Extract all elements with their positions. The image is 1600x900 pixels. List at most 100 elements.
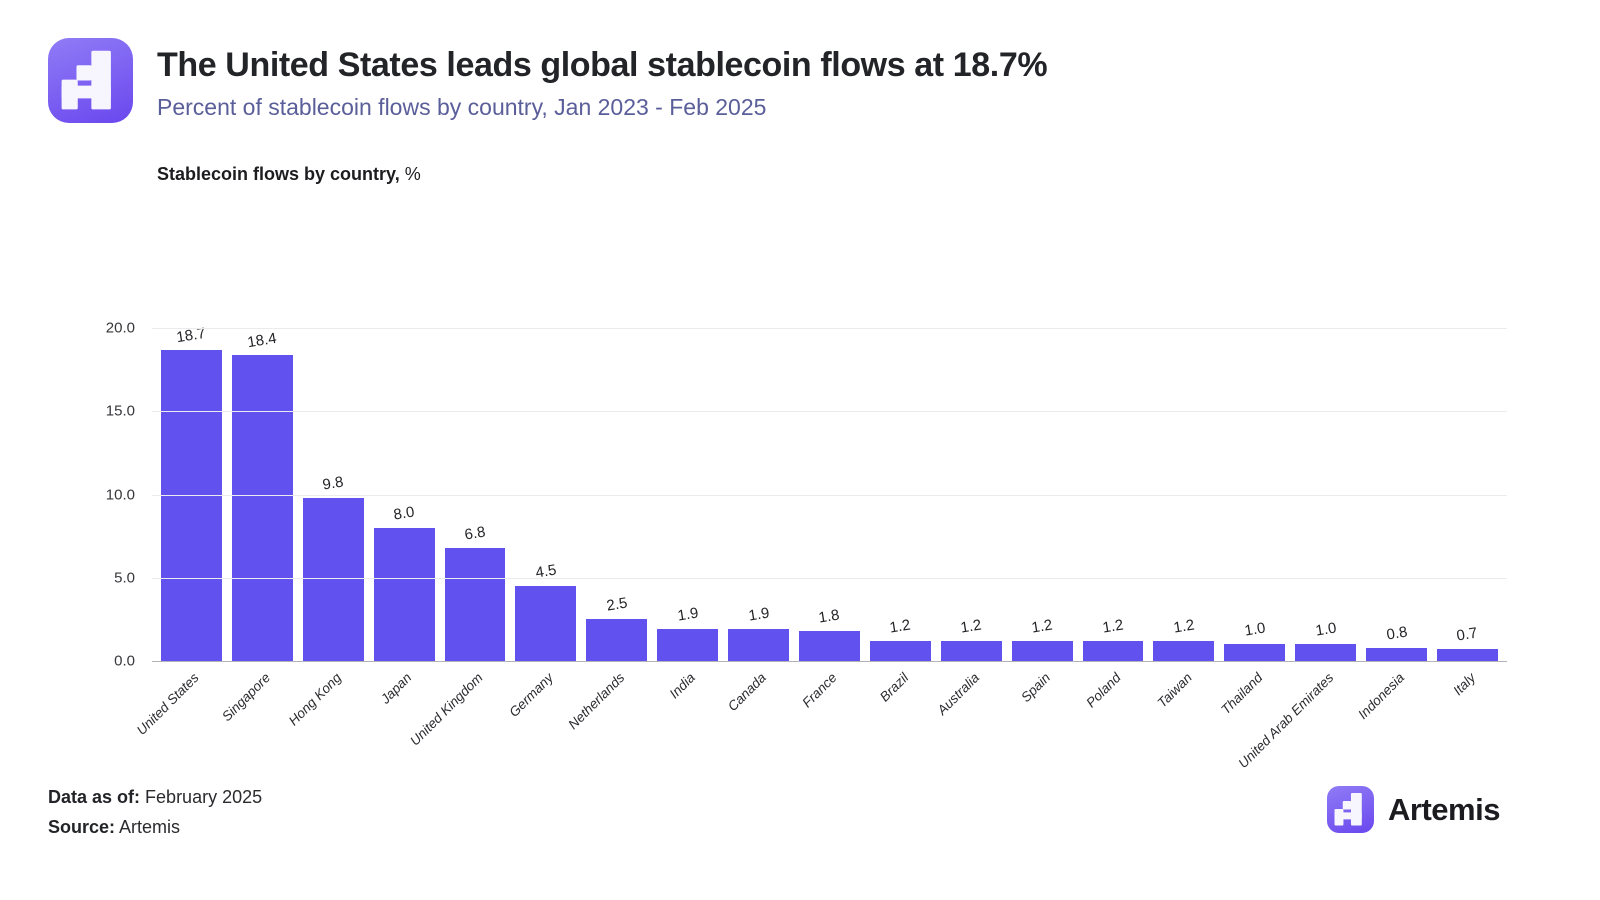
artemis-logo-small-icon <box>1327 786 1374 833</box>
data-as-of-line: Data as of: February 2025 <box>48 782 262 812</box>
x-axis-label: Hong Kong <box>285 670 344 729</box>
y-tick-label: 5.0 <box>114 569 135 587</box>
bar-column: 1.8 France <box>799 328 860 710</box>
bar: 0.7 <box>1437 625 1498 661</box>
x-axis-label: Italy <box>1449 670 1479 699</box>
bar-column: 8.0 Japan <box>373 328 435 707</box>
bar-column: 1.2 Poland <box>1082 328 1144 710</box>
bar-column: 6.8 United Kingdom <box>407 328 506 749</box>
x-axis-label: Spain <box>1017 670 1053 706</box>
bar: 1.9 <box>657 605 719 661</box>
bar-column: 18.4 Singapore <box>219 328 293 724</box>
chart-heading: Stablecoin flows by country,% <box>157 164 421 185</box>
bar: 9.8 <box>302 473 364 661</box>
plot-area: 18.7 United States 18.4 Singapore 9.8 Hong Ko… <box>134 324 1507 771</box>
bar-value-label: 9.8 <box>321 473 345 494</box>
x-axis-label: Australia <box>934 670 982 718</box>
bar: 0.8 <box>1366 623 1428 661</box>
x-axis-label: Singapore <box>218 670 273 725</box>
gridline <box>152 411 1507 413</box>
bar-column: 1.0 Thailand <box>1218 328 1286 717</box>
bar-value-label: 1.8 <box>817 606 842 627</box>
bar: 1.2 <box>940 617 1002 661</box>
bar-column: 4.5 Germany <box>507 328 577 720</box>
bar-value-label: 1.9 <box>676 604 700 625</box>
bar: 8.0 <box>373 503 435 661</box>
bar: 1.9 <box>728 605 790 661</box>
source-label: Source: <box>48 817 116 837</box>
bar: 1.2 <box>869 617 931 661</box>
bar-value-label: 1.2 <box>888 616 912 637</box>
x-axis-label: France <box>799 670 841 711</box>
bar-chart: 20.0 15.0 10.0 5.0 0.0 18.7 United States 18.4… <box>0 320 1600 771</box>
bar-column: 1.2 Brazil <box>869 328 931 704</box>
bar-value-label: 18.4 <box>246 329 279 351</box>
page-subtitle: Percent of stablecoin flows by country, … <box>157 94 767 120</box>
bar-value-label: 8.0 <box>392 503 416 524</box>
bar: 1.2 <box>1153 617 1215 661</box>
x-axis-label: India <box>666 670 699 702</box>
bar: 18.7 <box>161 324 222 661</box>
x-axis-label: Taiwan <box>1154 670 1195 711</box>
y-axis: 20.0 15.0 10.0 5.0 0.0 <box>0 320 135 670</box>
bar-value-label: 1.2 <box>1030 616 1054 637</box>
gridline <box>152 577 1507 579</box>
x-axis-label: Japan <box>378 670 415 707</box>
x-axis-label: Germany <box>506 670 557 720</box>
source-line: Source: Artemis <box>48 812 262 842</box>
page-title: The United States leads global stablecoi… <box>157 46 1048 84</box>
footer-notes: Data as of: February 2025 Source: Artemi… <box>48 782 262 842</box>
bar-column: 1.9 Canada <box>725 328 790 714</box>
y-tick-label: 20.0 <box>105 319 135 337</box>
bar: 2.5 <box>586 595 648 661</box>
bar-column: 9.8 Hong Kong <box>285 328 364 728</box>
bar: 4.5 <box>515 562 577 661</box>
bar: 1.0 <box>1224 620 1286 661</box>
bar-value-label: 1.0 <box>1243 619 1267 640</box>
chart-heading-unit: % <box>404 164 421 184</box>
bar-column: 0.7 Italy <box>1437 328 1498 698</box>
y-tick-label: 0.0 <box>114 652 135 670</box>
x-axis-label: Indonesia <box>1355 670 1408 723</box>
brand-wordmark: Artemis <box>1388 791 1500 827</box>
bar-column: 1.2 Spain <box>1011 328 1073 705</box>
chart-heading-text: Stablecoin flows by country, <box>157 164 400 184</box>
bar: 1.2 <box>1082 617 1144 661</box>
bar-value-label: 1.2 <box>1101 616 1125 637</box>
bar-value-label: 6.8 <box>463 523 487 544</box>
y-tick-label: 15.0 <box>105 402 135 420</box>
bar: 6.8 <box>444 523 506 661</box>
source-value: Artemis <box>119 817 181 837</box>
bar-value-label: 1.2 <box>1172 616 1196 637</box>
brand-footer: Artemis <box>1327 786 1500 833</box>
bar-column: 1.9 India <box>657 328 719 701</box>
x-axis-label: United States <box>134 670 203 738</box>
x-axis-label: Netherlands <box>565 670 628 733</box>
bar-column: 1.2 Taiwan <box>1153 328 1215 711</box>
bar-value-label: 2.5 <box>605 594 629 615</box>
bar-value-label: 0.7 <box>1455 624 1480 645</box>
bar-value-label: 1.2 <box>959 616 983 637</box>
bar-value-label: 0.8 <box>1384 623 1409 644</box>
gridline <box>152 328 1507 329</box>
data-as-of-label: Data as of: <box>48 787 141 807</box>
x-axis-label: Canada <box>725 670 770 715</box>
x-axis-label: Thailand <box>1218 670 1266 718</box>
x-axis-label: Brazil <box>876 670 911 705</box>
x-axis-label: United Kingdom <box>407 670 486 749</box>
bar: 1.0 <box>1295 620 1357 661</box>
bar-column: 0.8 Indonesia <box>1355 328 1428 722</box>
bar: 1.8 <box>799 607 860 661</box>
bar-value-label: 1.0 <box>1314 619 1338 640</box>
x-axis-line <box>152 661 1507 662</box>
bars: 18.7 United States 18.4 Singapore 9.8 Hong Ko… <box>134 324 1498 771</box>
x-axis-label: Poland <box>1083 670 1124 711</box>
bar-column: 1.2 Australia <box>934 328 1002 718</box>
y-tick-label: 10.0 <box>105 486 135 503</box>
data-as-of-value: February 2025 <box>145 787 263 807</box>
artemis-logo-icon <box>48 38 133 123</box>
bar-value-label: 1.9 <box>746 604 771 625</box>
gridline <box>152 494 1507 496</box>
bar: 1.2 <box>1011 617 1073 661</box>
bar-column: 2.5 Netherlands <box>565 328 648 732</box>
